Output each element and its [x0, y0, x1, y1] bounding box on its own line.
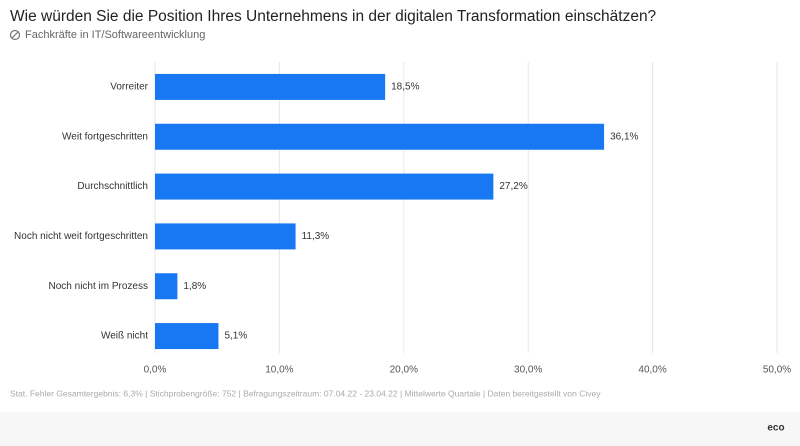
value-label: 1,8% [183, 281, 206, 292]
y-tick-label: Weiß nicht [101, 331, 148, 342]
x-tick-label: 0,0% [144, 365, 167, 376]
x-tick-label: 40,0% [638, 365, 666, 376]
chart-subtitle: Fachkräfte in IT/Softwareentwicklung [25, 29, 205, 41]
subtitle-icon [9, 29, 21, 41]
bar [155, 323, 219, 350]
x-tick-label: 30,0% [514, 365, 542, 376]
x-tick-label: 50,0% [763, 365, 791, 376]
y-tick-label: Weit fortgeschritten [62, 131, 148, 142]
value-label: 11,3% [302, 231, 330, 242]
logo: eco [767, 423, 784, 434]
chart-title: Wie würden Sie die Position Ihres Untern… [10, 8, 657, 25]
y-tick-label: Durchschnittlich [77, 181, 148, 192]
y-tick-label: Noch nicht weit fortgeschritten [14, 231, 148, 242]
bar [155, 123, 605, 150]
bar [155, 73, 386, 100]
footer-bar [0, 412, 800, 446]
bar [155, 173, 494, 200]
x-tick-label: 10,0% [265, 365, 293, 376]
value-label: 18,5% [391, 82, 419, 93]
y-tick-label: Vorreiter [110, 82, 148, 93]
value-label: 27,2% [499, 181, 527, 192]
footnote: Stat. Fehler Gesamtergebnis: 6,3% | Stic… [10, 388, 601, 398]
bar [155, 223, 296, 250]
value-label: 5,1% [224, 331, 247, 342]
x-tick-label: 20,0% [390, 365, 418, 376]
value-label: 36,1% [610, 131, 638, 142]
bar [155, 273, 178, 300]
y-tick-label: Noch nicht im Prozess [49, 281, 148, 292]
